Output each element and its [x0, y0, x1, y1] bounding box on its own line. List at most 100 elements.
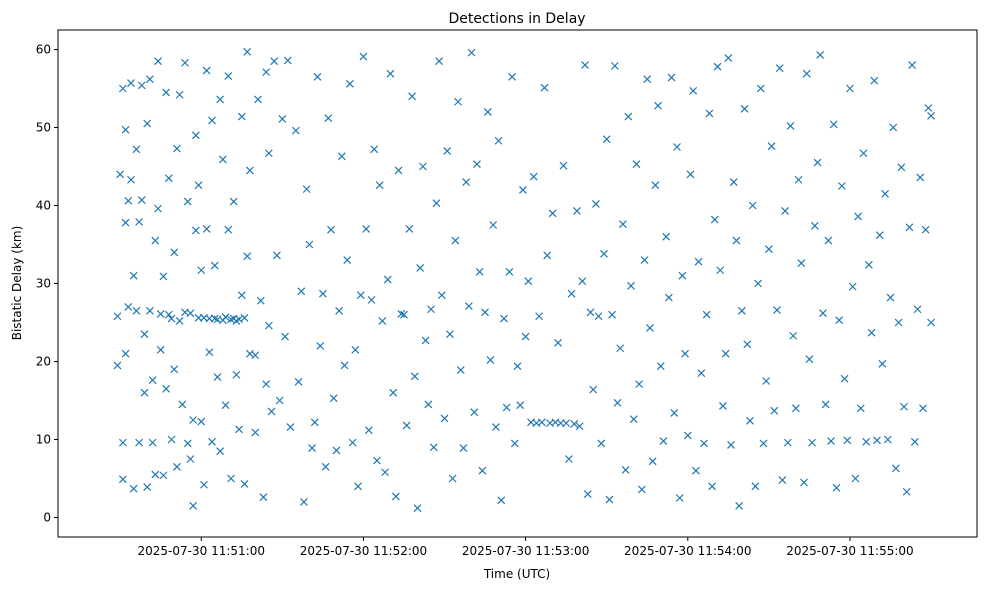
- data-point: [621, 465, 630, 474]
- data-point: [486, 356, 495, 364]
- data-point: [718, 402, 727, 410]
- data-point: [848, 282, 857, 291]
- data-point: [235, 425, 244, 434]
- data-point: [729, 178, 738, 187]
- data-point: [232, 370, 241, 379]
- data-point: [367, 295, 376, 304]
- data-point: [505, 267, 514, 276]
- data-point: [916, 173, 925, 182]
- data-point: [378, 317, 387, 325]
- data-point: [554, 338, 562, 347]
- data-point: [202, 66, 211, 75]
- data-point: [473, 160, 481, 169]
- data-point: [591, 200, 600, 208]
- data-point: [251, 428, 260, 437]
- data-point: [375, 181, 384, 190]
- data-point: [243, 47, 252, 56]
- data-point: [891, 464, 900, 473]
- data-point: [762, 377, 771, 385]
- data-point: [435, 57, 444, 66]
- data-point: [245, 166, 254, 175]
- data-point: [140, 330, 149, 339]
- data-point: [143, 119, 152, 128]
- data-point: [837, 182, 846, 190]
- data-point: [627, 281, 635, 290]
- data-point: [927, 111, 935, 120]
- data-point: [167, 314, 176, 323]
- data-point: [489, 221, 498, 229]
- data-point: [205, 348, 214, 357]
- data-point: [440, 414, 449, 423]
- data-point: [810, 221, 819, 230]
- data-point: [448, 474, 457, 483]
- data-point: [216, 447, 225, 456]
- data-point: [405, 224, 414, 233]
- data-point: [264, 321, 273, 330]
- data-point: [275, 396, 284, 405]
- data-point: [151, 470, 160, 479]
- data-point: [391, 492, 400, 501]
- data-point: [132, 145, 141, 154]
- data-point: [789, 331, 798, 340]
- data-point: [178, 400, 187, 409]
- data-point: [343, 256, 352, 265]
- data-point: [497, 496, 506, 505]
- data-point: [883, 435, 892, 444]
- data-point: [675, 494, 684, 502]
- data-point: [543, 251, 552, 260]
- data-point: [170, 365, 179, 374]
- data-point: [575, 422, 584, 431]
- data-point: [800, 478, 808, 487]
- data-point: [194, 181, 203, 190]
- data-point: [767, 142, 776, 151]
- data-point: [224, 225, 233, 234]
- x-tick-label: 2025-07-30 11:53:00: [462, 544, 589, 558]
- data-point: [183, 197, 192, 206]
- data-point: [659, 437, 668, 445]
- data-point: [186, 309, 195, 318]
- data-point: [597, 439, 606, 448]
- data-point: [135, 217, 144, 226]
- data-point: [297, 287, 306, 296]
- data-point: [500, 314, 508, 323]
- data-point: [251, 351, 260, 360]
- data-point: [832, 483, 841, 492]
- data-point: [797, 259, 806, 268]
- data-point: [175, 90, 184, 99]
- data-point: [862, 437, 871, 446]
- data-point: [118, 475, 127, 484]
- data-point: [386, 69, 395, 78]
- data-point: [859, 149, 868, 158]
- data-point: [773, 306, 781, 314]
- data-point: [278, 114, 287, 123]
- data-point: [724, 54, 733, 63]
- data-point: [324, 114, 333, 123]
- data-point: [805, 355, 814, 364]
- data-point: [508, 72, 517, 81]
- data-point: [651, 181, 660, 190]
- data-point: [159, 471, 168, 480]
- data-point: [764, 245, 773, 254]
- data-point: [927, 318, 935, 327]
- data-point: [437, 291, 446, 300]
- data-point: [759, 439, 768, 448]
- data-point: [581, 61, 589, 70]
- data-point: [746, 416, 754, 425]
- data-point: [140, 388, 149, 397]
- data-point: [654, 101, 662, 110]
- data-point: [802, 69, 811, 78]
- data-point: [700, 439, 708, 448]
- data-point: [267, 407, 276, 416]
- data-point: [678, 271, 687, 280]
- data-point: [154, 57, 162, 66]
- data-point: [921, 225, 930, 234]
- data-point: [135, 438, 144, 447]
- data-point: [356, 291, 365, 300]
- data-point: [910, 437, 919, 446]
- data-point: [129, 271, 138, 280]
- x-tick-label: 2025-07-30 11:55:00: [786, 544, 913, 558]
- data-point: [410, 372, 419, 381]
- data-point: [635, 380, 644, 389]
- data-point: [846, 84, 854, 93]
